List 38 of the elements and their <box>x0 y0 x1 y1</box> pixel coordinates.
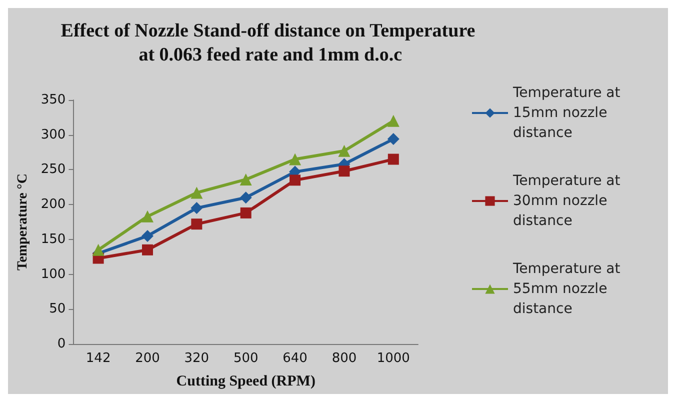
point <box>240 173 252 186</box>
point <box>240 207 252 218</box>
legend-label: Temperature at 55mm nozzle distance <box>512 261 625 317</box>
point <box>240 192 252 204</box>
point <box>141 230 154 242</box>
legend-label: Temperature at 30mm nozzle distance <box>512 173 625 229</box>
y-tick-label: 0 <box>57 336 66 352</box>
x-tick-label: 200 <box>135 351 160 366</box>
point <box>142 244 153 256</box>
point <box>141 210 154 222</box>
y-axis-title: Temperature °C <box>16 174 30 270</box>
x-tick-label: 800 <box>332 351 357 366</box>
x-tick-label: 142 <box>86 351 111 366</box>
point <box>290 174 301 186</box>
point <box>190 202 203 214</box>
point <box>92 244 104 256</box>
y-tick-label: 100 <box>40 266 66 282</box>
point <box>338 144 350 157</box>
y-tick-label: 350 <box>40 92 66 108</box>
x-axis-title: Cutting Speed (RPM) <box>176 374 316 390</box>
point <box>190 186 203 199</box>
legend-label: Temperature at 15mm nozzle distance <box>512 85 625 141</box>
x-tick-label: 320 <box>184 351 210 366</box>
point <box>191 218 202 230</box>
x-tick-label: 640 <box>282 351 308 366</box>
point <box>338 166 350 177</box>
point <box>388 154 399 165</box>
y-tick-label: 200 <box>40 197 66 212</box>
y-tick-label: 250 <box>40 162 66 178</box>
y-tick-label: 150 <box>40 232 66 247</box>
point <box>387 133 400 146</box>
chart-title: Effect of Nozzle Stand-off distance on Temperature at 0.063 feed rate and 1mm d.o.c <box>60 20 476 66</box>
y-tick-label: 50 <box>49 302 66 317</box>
x-tick-label: 1000 <box>376 351 410 366</box>
y-tick-label: 300 <box>40 127 66 142</box>
x-tick-label: 500 <box>233 351 258 366</box>
point <box>289 153 302 166</box>
point <box>387 114 400 127</box>
